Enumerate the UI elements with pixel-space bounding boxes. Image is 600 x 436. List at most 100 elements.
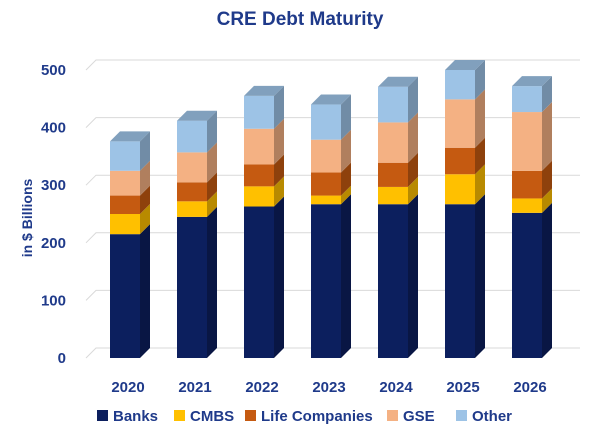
bar — [110, 141, 140, 171]
legend-label: GSE — [403, 408, 435, 425]
bar-segment — [110, 204, 150, 235]
bar-segment — [445, 137, 485, 175]
bar-side — [274, 176, 284, 207]
bar — [177, 182, 207, 202]
bar-side — [341, 185, 351, 205]
bar-segment — [445, 194, 485, 358]
bar-stack — [445, 60, 485, 358]
bar — [311, 172, 341, 196]
x-tick-label: 2021 — [178, 379, 211, 396]
bar-side — [140, 160, 150, 196]
bar-segment — [311, 162, 351, 196]
gridline — [85, 232, 580, 244]
bar-side — [140, 224, 150, 358]
gridline — [85, 347, 580, 359]
bar-side — [274, 85, 284, 129]
legend-swatch — [174, 410, 185, 421]
bar-segment — [512, 102, 552, 171]
bar-segment — [512, 76, 552, 113]
legend-swatch — [245, 410, 256, 421]
bar — [445, 147, 475, 175]
bar — [244, 95, 274, 129]
bar-top — [445, 60, 485, 70]
bar-segment — [378, 152, 418, 187]
bar — [110, 195, 140, 214]
bar-side — [408, 194, 418, 358]
bar-segment — [512, 160, 552, 199]
bar-side — [542, 202, 552, 358]
bar-side — [207, 142, 217, 183]
y-tick-label: 500 — [41, 62, 66, 79]
bar — [378, 162, 408, 187]
x-tick-label: 2026 — [513, 379, 546, 396]
bar-side — [207, 110, 217, 153]
x-tick-label: 2023 — [312, 379, 345, 396]
bar-stack — [110, 131, 150, 358]
bar — [512, 170, 542, 199]
bar-side — [341, 162, 351, 196]
bar-side — [274, 196, 284, 358]
gridline — [85, 59, 580, 71]
bar-segment — [244, 196, 284, 358]
bar-side — [475, 164, 485, 205]
legend-item: Life Companies — [245, 408, 373, 425]
bar-side — [408, 112, 418, 163]
bar — [311, 195, 341, 205]
bar — [512, 86, 542, 113]
bar-side — [475, 60, 485, 100]
bar-segment — [177, 172, 217, 202]
bar-stack — [512, 76, 552, 358]
bar — [512, 112, 542, 171]
bar-segment — [311, 129, 351, 173]
bar-top — [177, 110, 217, 121]
bar-segment — [311, 94, 351, 140]
bar-segment — [177, 142, 217, 183]
bar-stack — [311, 94, 351, 358]
legend-label: CMBS — [190, 408, 234, 425]
bar-side — [207, 206, 217, 358]
bar-segment — [445, 89, 485, 148]
y-tick-label: 200 — [41, 235, 66, 252]
bar-top — [110, 131, 150, 142]
bar — [177, 152, 207, 183]
bar — [110, 170, 140, 196]
gridline — [85, 117, 580, 128]
bar-segment — [378, 112, 418, 163]
bar-top — [311, 94, 351, 105]
bar-top — [244, 85, 284, 96]
bar — [445, 70, 475, 100]
bar — [445, 99, 475, 148]
bar-side — [542, 160, 552, 199]
x-tick-label: 2024 — [379, 379, 413, 396]
bar-segment — [244, 118, 284, 165]
bar-segment — [177, 110, 217, 153]
bar — [244, 206, 274, 358]
bars — [110, 60, 552, 358]
bar-side — [475, 89, 485, 148]
chart-title: CRE Debt Maturity — [217, 9, 384, 30]
bar-segment — [378, 194, 418, 358]
y-axis-ticks: 0 100 200 300 400 500 — [41, 62, 66, 367]
bar-side — [140, 204, 150, 235]
bar — [177, 201, 207, 217]
bar-top — [378, 76, 418, 87]
bar-segment — [177, 206, 217, 358]
bar — [378, 86, 408, 123]
gridlines — [85, 59, 580, 359]
legend-item: GSE — [387, 408, 435, 425]
bar-segment — [110, 185, 150, 214]
legend-label: Life Companies — [261, 408, 373, 425]
bar-segment — [244, 85, 284, 129]
bar-side — [475, 194, 485, 358]
bar-segment — [378, 176, 418, 205]
bar-segment — [445, 164, 485, 205]
bar-side — [207, 191, 217, 217]
bar-side — [140, 131, 150, 171]
y-tick-label: 300 — [41, 177, 66, 194]
bar-side — [341, 194, 351, 358]
y-tick-label: 400 — [41, 120, 66, 137]
legend: Banks CMBS Life Companies GSE Other — [97, 408, 512, 425]
bar-side — [542, 188, 552, 213]
bar — [244, 186, 274, 207]
bar-stack — [177, 110, 217, 358]
